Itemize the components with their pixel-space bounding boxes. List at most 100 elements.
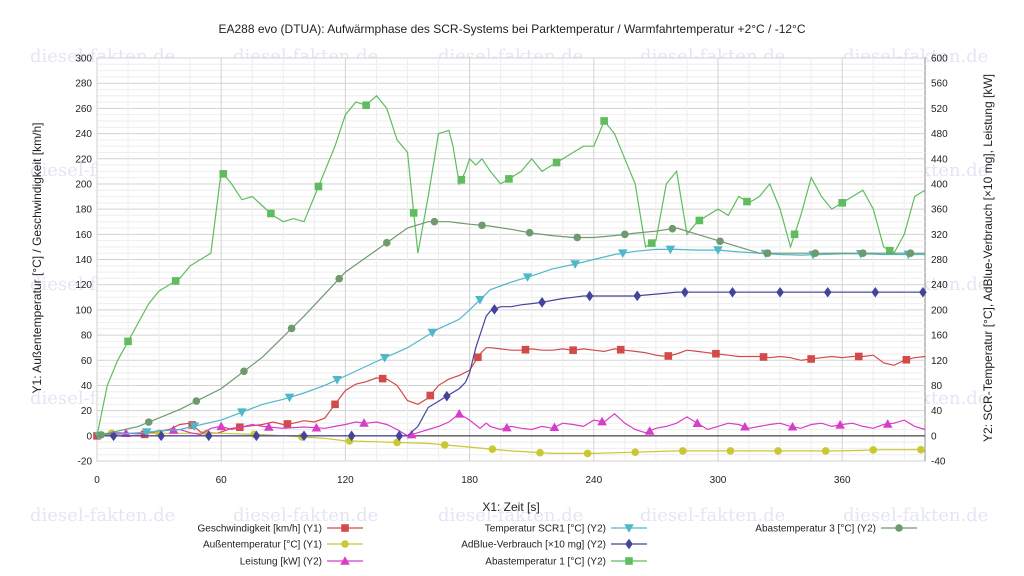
data-point: [383, 238, 391, 247]
y-tick-right: 160: [931, 331, 948, 342]
data-point: [171, 277, 180, 285]
data-point: [585, 290, 594, 302]
legend-label: Außentemperatur [°C] (Y1): [203, 540, 322, 551]
data-point: [157, 430, 165, 442]
data-point: [811, 249, 820, 258]
data-point: [835, 420, 845, 429]
data-point: [859, 249, 867, 258]
data-point: [664, 352, 673, 360]
watermark: diesel-fakten.de: [30, 505, 176, 526]
legend-item: Leistung [kW] (Y2): [240, 556, 363, 568]
series-line: [96, 217, 925, 439]
y-tick-right: 320: [931, 230, 948, 241]
data-point: [776, 286, 784, 298]
data-point: [252, 430, 261, 442]
data-point: [314, 182, 323, 191]
x-tick: 180: [461, 475, 478, 486]
y-tick-left: 40: [81, 381, 93, 392]
data-point: [790, 230, 799, 239]
y-axis-right-label: Y2: SCR-Temperatur [°C], AdBlue-Verbrauc…: [981, 74, 995, 442]
data-point: [332, 375, 342, 385]
data-point: [624, 524, 634, 533]
data-point: [668, 224, 677, 233]
data-point: [854, 352, 863, 361]
legend-item: Temperatur SCR1 [°C] (Y2): [485, 524, 647, 535]
watermark: diesel-fakten.de: [640, 505, 786, 526]
legend-item: Abastemperatur 3 [°C] (Y2): [755, 524, 917, 535]
data-point: [490, 304, 499, 315]
legend-label: Abastemperatur 1 [°C] (Y2): [485, 557, 606, 568]
data-point: [886, 246, 894, 255]
data-point: [109, 430, 118, 442]
y-tick-right: 120: [931, 356, 948, 367]
data-point: [552, 158, 561, 167]
data-point: [631, 448, 639, 456]
watermark: diesel-fakten.de: [233, 505, 379, 526]
data-point: [712, 349, 720, 358]
x-tick: 300: [710, 475, 727, 486]
y-tick-left: 220: [75, 154, 92, 165]
y-tick-right: 560: [931, 79, 948, 90]
data-point: [457, 175, 466, 184]
legend-item: AdBlue-Verbrauch [×10 mg] (Y2): [461, 538, 647, 551]
data-point: [787, 421, 798, 431]
data-point: [625, 557, 633, 565]
data-point: [378, 374, 387, 383]
y-tick-right: 440: [931, 154, 948, 165]
data-point: [743, 197, 751, 206]
data-point: [426, 391, 435, 400]
x-tick: 60: [216, 475, 228, 486]
data-point: [644, 426, 655, 435]
data-point: [906, 249, 915, 258]
data-point: [502, 422, 512, 432]
y-tick-right: 280: [931, 255, 948, 266]
data-point: [379, 354, 390, 363]
data-point: [679, 447, 687, 455]
y-tick-right: 240: [931, 280, 948, 291]
data-point: [347, 430, 356, 442]
y-tick-right: 200: [931, 305, 948, 316]
axes: -200204060801001201401601802002202402602…: [75, 54, 948, 487]
y-tick-left: 100: [75, 305, 92, 316]
data-point: [647, 239, 656, 247]
data-point: [124, 337, 132, 346]
data-point: [440, 441, 449, 449]
legend-item: Geschwindigkeit [km/h] (Y1): [198, 524, 363, 535]
series-line: [96, 94, 926, 436]
data-point: [726, 447, 735, 455]
y-tick-left: -20: [78, 457, 93, 468]
data-point: [549, 422, 560, 432]
data-point: [359, 418, 369, 427]
series-path: [96, 248, 925, 437]
grid: [96, 57, 926, 462]
y-tick-right: 360: [931, 205, 948, 216]
legend-label: AdBlue-Verbrauch [×10 mg] (Y2): [461, 540, 606, 551]
data-point: [443, 390, 451, 402]
data-point: [917, 445, 925, 454]
y-tick-right: 520: [931, 104, 948, 115]
series-path: [96, 94, 926, 436]
data-point: [713, 246, 723, 255]
data-point: [871, 286, 880, 298]
series-path: [97, 347, 926, 437]
data-point: [600, 117, 608, 125]
data-point: [237, 408, 247, 417]
data-point: [488, 445, 497, 454]
data-point: [525, 228, 534, 237]
data-point: [341, 540, 349, 548]
series-line: [96, 408, 926, 439]
data-point: [406, 429, 417, 439]
data-point: [536, 448, 544, 457]
y-tick-left: 180: [75, 205, 92, 216]
watermark: diesel-fakten.de: [438, 505, 584, 526]
data-point: [311, 422, 322, 432]
data-point: [763, 249, 772, 258]
y-tick-left: 160: [75, 230, 92, 241]
data-point: [774, 447, 782, 455]
series-path: [96, 221, 925, 437]
data-point: [807, 355, 815, 363]
data-point: [287, 324, 296, 333]
y-tick-right: 600: [931, 54, 948, 65]
x-axis-label: X1: Zeit [s]: [482, 500, 539, 514]
